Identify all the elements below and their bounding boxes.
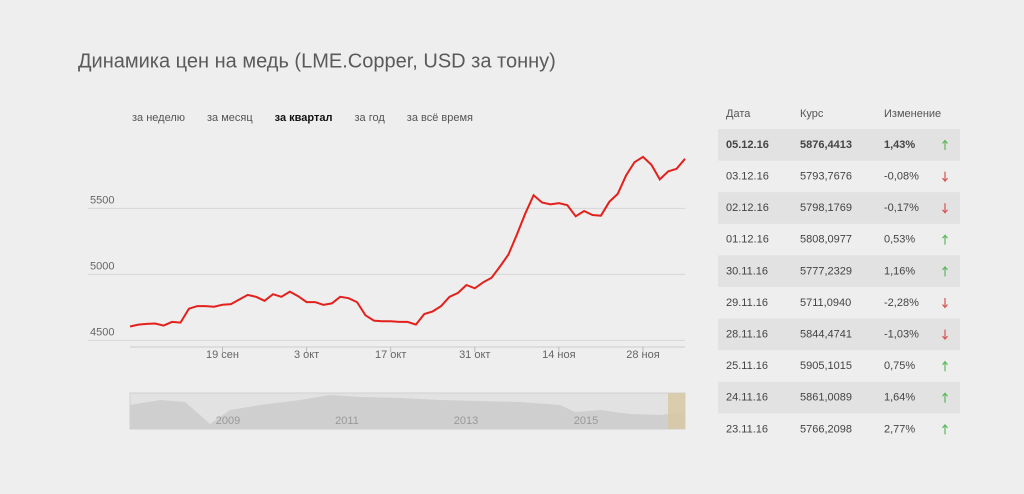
navigator-year: 2015 xyxy=(574,415,598,427)
table-cell: 5808,0977 xyxy=(800,234,852,246)
table-cell: -0,17% xyxy=(884,202,919,214)
arrow-down xyxy=(942,171,948,183)
arrow-up xyxy=(942,265,948,277)
range-tab[interactable]: за месяц xyxy=(207,112,253,124)
arrow-up xyxy=(942,392,948,403)
navigator-handle[interactable] xyxy=(668,393,685,429)
table-cell: 02.12.16 xyxy=(726,202,769,214)
table-cell: 0,53% xyxy=(884,234,915,246)
table-cell: 1,16% xyxy=(884,265,915,277)
table-cell: 30.11.16 xyxy=(726,265,768,277)
navigator[interactable] xyxy=(129,392,686,430)
x-tick-label: 19 сен xyxy=(206,349,239,361)
y-tick-label: 5500 xyxy=(90,194,114,206)
row-bg xyxy=(718,318,960,351)
x-tick-label: 31 окт xyxy=(459,349,490,361)
navigator-year: 2009 xyxy=(216,415,240,427)
table-cell: 1,43% xyxy=(884,139,915,151)
arrow-down xyxy=(942,298,948,309)
table-cell: 5905,1015 xyxy=(800,360,852,372)
table-cell: 0,75% xyxy=(884,360,915,372)
table-cell: 5766,2098 xyxy=(800,423,852,435)
arrow-down xyxy=(942,203,948,214)
table-cell: -0,08% xyxy=(884,171,919,183)
chart-title: Динамика цен на медь (LME.Copper, USD за… xyxy=(78,50,556,72)
price-line xyxy=(129,155,686,328)
range-tab[interactable]: за неделю xyxy=(132,112,185,124)
navigator-year: 2013 xyxy=(454,415,478,427)
row-bg xyxy=(718,129,960,161)
table-cell: 5793,7676 xyxy=(800,171,852,183)
row-bg xyxy=(718,255,960,287)
x-tick-label: 3 окт xyxy=(294,349,319,361)
x-tick-label: 17 окт xyxy=(375,349,406,361)
table-cell: 2,77% xyxy=(884,423,915,435)
table-cell: 28.11.16 xyxy=(726,329,768,341)
table-header: Курс xyxy=(800,108,824,120)
table-cell: 01.12.16 xyxy=(726,234,769,246)
row-bg xyxy=(718,381,960,414)
table-cell: 5777,2329 xyxy=(800,265,852,277)
table-cell: 03.12.16 xyxy=(726,171,769,183)
table-header: Дата xyxy=(726,108,751,120)
table-cell: 5861,0089 xyxy=(800,392,852,404)
table-cell: 5844,4741 xyxy=(800,329,852,341)
table-cell: 24.11.16 xyxy=(726,392,768,404)
arrow-up xyxy=(942,360,948,372)
table-cell: 29.11.16 xyxy=(726,297,768,309)
table-cell: 5711,0940 xyxy=(800,297,851,309)
y-tick-label: 4500 xyxy=(90,326,114,338)
table-cell: -2,28% xyxy=(884,297,919,309)
table-cell: -1,03% xyxy=(884,329,919,341)
range-tab[interactable]: за год xyxy=(354,112,385,124)
navigator-area xyxy=(130,395,685,429)
arrow-up xyxy=(942,423,948,435)
table-header: Изменение xyxy=(884,108,941,120)
x-tick-label: 14 ноя xyxy=(542,349,575,361)
navigator-year: 2011 xyxy=(335,415,359,427)
range-tab[interactable]: за квартал xyxy=(275,112,333,124)
arrow-up xyxy=(942,234,948,245)
table-cell: 05.12.16 xyxy=(726,139,769,151)
y-tick-label: 5000 xyxy=(90,260,114,272)
range-tab[interactable]: за всё время xyxy=(407,112,473,124)
table-cell: 25.11.16 xyxy=(726,360,768,372)
arrow-up xyxy=(942,139,948,150)
x-tick-label: 28 ноя xyxy=(626,349,659,361)
table-cell: 23.11.16 xyxy=(726,423,768,435)
table-cell: 5798,1769 xyxy=(800,202,852,214)
table-cell: 1,64% xyxy=(884,392,915,404)
arrow-down xyxy=(942,329,948,341)
row-bg xyxy=(718,192,960,224)
table-cell: 5876,4413 xyxy=(800,139,852,151)
